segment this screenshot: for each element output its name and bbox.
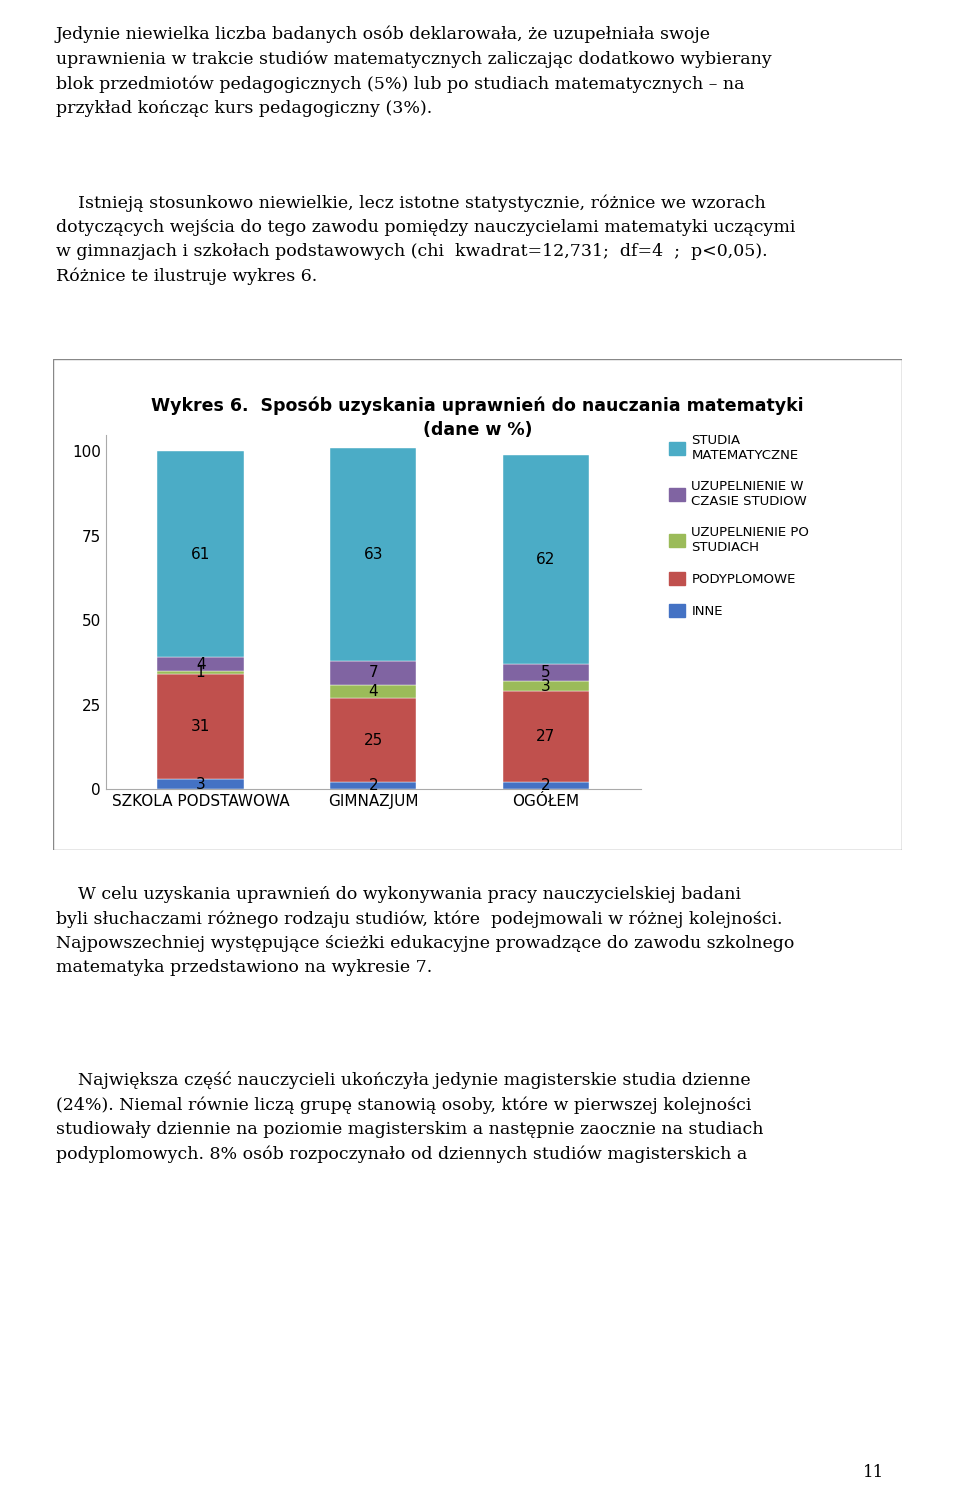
Bar [157, 658, 244, 672]
Bar [503, 783, 589, 789]
Bar [157, 779, 244, 789]
Bar [503, 454, 589, 664]
Text: 3: 3 [196, 777, 205, 792]
Bar [157, 672, 244, 675]
Text: 2: 2 [369, 779, 378, 794]
Text: Największa część nauczycieli ukończyła jedynie magisterskie studia dzienne
(24%): Największa część nauczycieli ukończyła j… [56, 1071, 763, 1163]
Text: W celu uzyskania uprawnień do wykonywania pracy nauczycielskiej badani
byli słuc: W celu uzyskania uprawnień do wykonywani… [56, 886, 794, 976]
Text: 1: 1 [196, 665, 205, 681]
Text: 27: 27 [537, 729, 556, 744]
Text: 11: 11 [863, 1464, 884, 1480]
Bar [503, 681, 589, 691]
Bar [330, 661, 417, 685]
Bar [503, 664, 589, 681]
Text: 3: 3 [541, 679, 551, 694]
Text: Wykres 6.  Sposób uzyskania uprawnień do nauczania matematyki
(dane w %): Wykres 6. Sposób uzyskania uprawnień do … [152, 397, 804, 439]
Text: 5: 5 [541, 665, 551, 681]
Bar [330, 783, 417, 789]
Text: 63: 63 [364, 546, 383, 561]
Text: 2: 2 [541, 779, 551, 794]
Bar [157, 675, 244, 779]
Text: Istnieją stosunkowo niewielkie, lecz istotne statystycznie, różnice we wzorach
d: Istnieją stosunkowo niewielkie, lecz ist… [56, 195, 795, 285]
Text: 61: 61 [191, 546, 210, 561]
Text: 25: 25 [364, 733, 383, 748]
Bar [330, 685, 417, 699]
Bar [330, 699, 417, 783]
Legend: STUDIA
MATEMATYCZNE, UZUPELNIENIE W
CZASIE STUDIOW, UZUPELNIENIE PO
STUDIACH, PO: STUDIA MATEMATYCZNE, UZUPELNIENIE W CZAS… [669, 435, 809, 617]
Text: 31: 31 [191, 720, 210, 735]
Text: Jedynie niewielka liczba badanych osób deklarowała, że uzupełniała swoje
uprawni: Jedynie niewielka liczba badanych osób d… [56, 26, 772, 118]
Text: 62: 62 [537, 552, 556, 567]
Bar [330, 448, 417, 661]
Text: 4: 4 [196, 656, 205, 672]
Text: 4: 4 [369, 684, 378, 699]
Text: 7: 7 [369, 665, 378, 681]
Bar [503, 691, 589, 783]
Bar [157, 451, 244, 658]
